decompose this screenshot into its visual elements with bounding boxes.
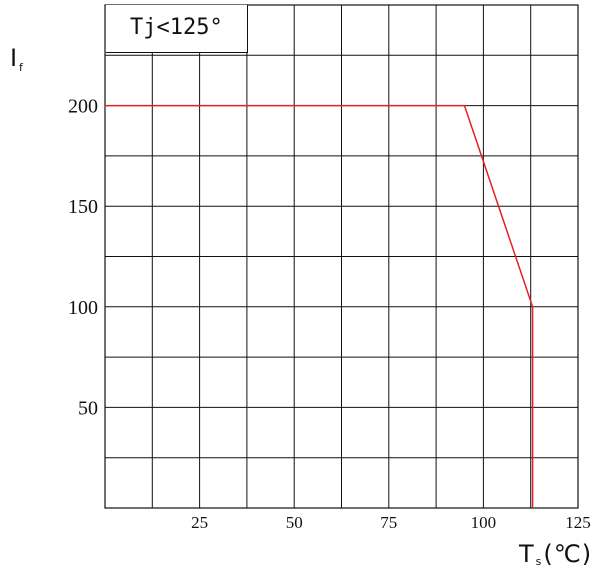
y-axis-label-subscript: f — [19, 61, 23, 74]
series-line — [105, 104, 534, 508]
y-tick-label: 100 — [68, 297, 98, 319]
x-tick-label: 75 — [380, 513, 397, 532]
y-tick-label: 150 — [68, 196, 98, 218]
y-axis-label: I — [10, 44, 18, 72]
annotation-text: Tj<125° — [130, 15, 223, 40]
x-axis-label: T — [519, 540, 534, 568]
y-tick-label: 200 — [68, 96, 98, 118]
x-tick-label: 100 — [471, 513, 497, 532]
x-tick-label: 25 — [191, 513, 208, 532]
plot-border — [104, 4, 579, 509]
x-tick-label: 125 — [565, 513, 591, 532]
x-axis-label-subscript: s — [535, 555, 542, 568]
annotation-box: Tj<125° — [106, 5, 248, 53]
x-tick-label: 50 — [286, 513, 303, 532]
x-axis-unit: (℃) — [543, 540, 593, 568]
y-tick-label: 50 — [78, 397, 98, 419]
